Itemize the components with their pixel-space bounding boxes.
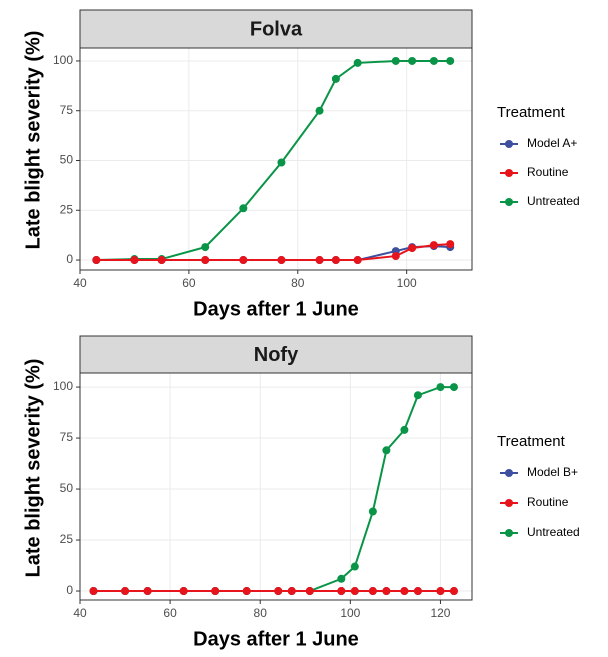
y-axis-label: Late blight severity (%) [22,359,44,578]
x-tick-label: 120 [430,606,450,620]
y-tick-label: 0 [66,252,73,266]
data-point [353,58,362,67]
data-point [179,587,188,596]
data-point [350,562,359,571]
panel-border [79,372,473,601]
x-tick-label: 40 [73,606,87,620]
y-tick-label: 25 [60,202,74,216]
data-point [331,256,340,265]
strip-title: Folva [250,18,303,40]
data-point [337,587,346,596]
data-point [315,106,324,115]
data-point [436,587,445,596]
data-point [89,587,98,596]
data-point [429,241,438,250]
data-point [449,587,458,596]
data-point [449,383,458,392]
data-point [274,587,283,596]
data-point [436,383,445,392]
data-point [92,256,101,265]
legend-dot [505,169,513,177]
data-point [413,587,422,596]
legend-label: Model B+ [527,465,578,479]
legend-label: Untreated [527,525,580,539]
data-point [211,587,220,596]
data-point [446,240,455,249]
y-tick-label: 100 [53,53,73,67]
legend-label: Untreated [527,194,580,208]
legend-label: Routine [527,165,569,179]
data-point [368,587,377,596]
x-tick-label: 60 [182,276,196,290]
data-point [368,507,377,516]
data-point [239,204,248,213]
data-point [143,587,152,596]
x-tick-label: 60 [163,606,177,620]
legend-label: Routine [527,495,569,509]
x-axis-label: Days after 1 June [193,298,359,320]
data-point [331,74,340,83]
data-point [391,56,400,65]
data-point [382,587,391,596]
panel-border [79,47,473,271]
data-point [337,574,346,583]
legend-title: Treatment [497,104,566,121]
y-tick-label: 75 [60,103,74,117]
data-point [121,587,130,596]
data-point [201,256,210,265]
data-point [201,243,210,252]
y-tick-label: 0 [66,583,73,597]
data-point [413,391,422,400]
data-point [157,256,166,265]
data-point [400,587,409,596]
y-tick-label: 50 [60,153,74,167]
legend-dot [505,469,513,477]
y-tick-label: 100 [53,379,73,393]
data-point [242,587,251,596]
data-point [130,256,139,265]
data-point [408,244,417,253]
data-point [277,158,286,167]
x-axis-label: Days after 1 June [193,628,359,650]
y-tick-label: 25 [60,532,74,546]
x-tick-label: 80 [291,276,305,290]
data-point [350,587,359,596]
data-point [315,256,324,265]
legend-dot [505,140,513,148]
x-tick-label: 80 [254,606,268,620]
strip [79,335,473,374]
data-point [305,587,314,596]
x-tick-label: 40 [73,276,87,290]
data-point [353,256,362,265]
legend-dot [505,499,513,507]
data-point [287,587,296,596]
strip [79,9,473,49]
y-axis-label: Late blight severity (%) [22,31,44,250]
panel-background [80,48,472,270]
data-point [382,446,391,455]
data-point [446,56,455,65]
legend-label: Model A+ [527,136,577,150]
data-point [400,425,409,434]
data-point [277,256,286,265]
x-tick-label: 100 [340,606,360,620]
data-point [391,252,400,261]
x-tick-label: 100 [397,276,417,290]
data-point [429,56,438,65]
y-tick-label: 75 [60,430,74,444]
data-point [239,256,248,265]
panel-background [80,373,472,600]
strip-title: Nofy [254,344,299,366]
y-tick-label: 50 [60,481,74,495]
legend-title: Treatment [497,433,566,450]
legend-dot [505,198,513,206]
legend-dot [505,529,513,537]
data-point [408,56,417,65]
